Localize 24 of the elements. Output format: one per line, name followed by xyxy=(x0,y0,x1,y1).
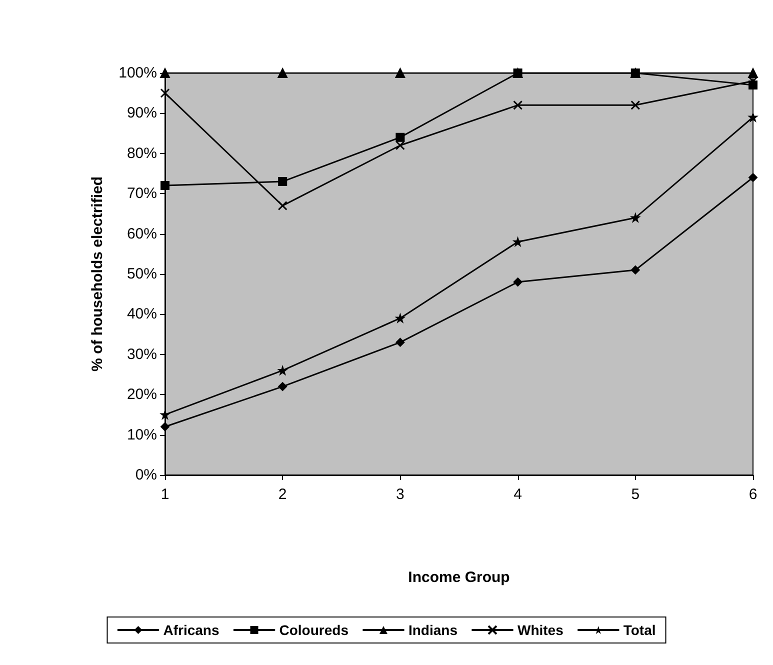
y-tick-label: 50% xyxy=(126,266,157,282)
legend-label: Indians xyxy=(408,622,458,638)
legend-label: Coloureds xyxy=(279,622,349,638)
y-tick-label: 20% xyxy=(126,386,157,404)
x-axis-title: Income Group xyxy=(408,569,510,586)
y-tick-label: 100% xyxy=(118,64,157,82)
y-tick-label: 90% xyxy=(126,104,157,122)
legend-label: Total xyxy=(623,622,656,638)
legend-label: Africans xyxy=(163,622,220,638)
y-tick-label: 40% xyxy=(126,306,157,323)
y-tick-label: 0% xyxy=(135,466,157,484)
y-tick-label: 10% xyxy=(126,426,157,444)
y-axis-title: % of households electrified xyxy=(89,176,106,372)
legend-label: Whites xyxy=(517,622,564,638)
y-tick-label: 80% xyxy=(126,144,157,162)
x-tick-label: 2 xyxy=(278,486,287,503)
y-tick-label: 70% xyxy=(126,185,157,202)
x-tick-label: 6 xyxy=(748,486,758,503)
y-tick-label: 60% xyxy=(126,225,157,242)
x-tick-label: 1 xyxy=(160,486,170,503)
x-tick-label: 3 xyxy=(396,486,404,503)
x-tick-label: 5 xyxy=(631,486,640,503)
y-tick-label: 30% xyxy=(126,346,157,363)
x-tick-label: 4 xyxy=(514,486,522,503)
